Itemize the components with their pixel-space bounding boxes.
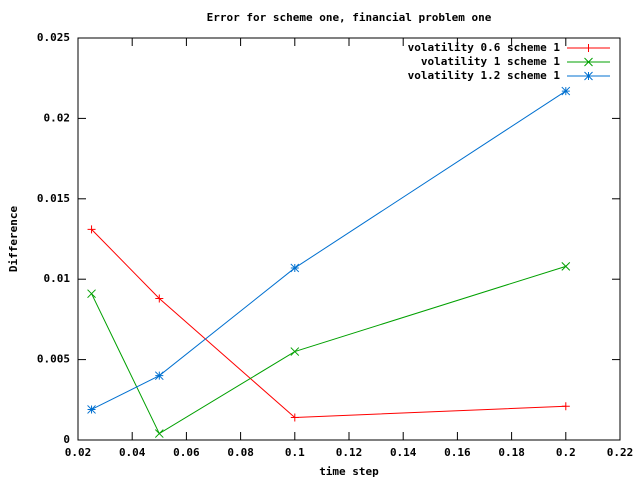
x-tick-label: 0.02 (65, 446, 92, 459)
series-line (91, 90, 567, 410)
y-tick-label: 0.01 (44, 272, 71, 285)
data-point (154, 371, 164, 381)
data-point (561, 402, 570, 411)
chart-title: Error for scheme one, financial problem … (207, 11, 492, 24)
data-point (561, 86, 571, 96)
x-tick-label: 0.12 (336, 446, 363, 459)
legend-label: volatility 1 scheme 1 (421, 55, 560, 68)
data-point (154, 429, 164, 438)
x-tick-label: 0.1 (285, 446, 305, 459)
data-point (290, 413, 299, 422)
data-point (290, 347, 300, 356)
x-tick-label: 0.04 (119, 446, 146, 459)
x-tick-label: 0.14 (390, 446, 417, 459)
legend-label: volatility 0.6 scheme 1 (408, 41, 561, 54)
data-point (87, 405, 96, 414)
y-tick-label: 0 (63, 433, 70, 446)
x-tick-label: 0.18 (498, 446, 525, 459)
y-tick-label: 0.025 (37, 31, 70, 44)
series-line (91, 265, 566, 435)
data-point (155, 294, 164, 303)
x-tick-label: 0.16 (444, 446, 471, 459)
data-point (290, 263, 300, 273)
x-tick-label: 0.08 (227, 446, 254, 459)
y-axis-label: Difference (7, 206, 20, 273)
data-point (87, 225, 96, 234)
y-tick-label: 0.02 (44, 111, 71, 124)
data-point (561, 261, 571, 271)
x-tick-label: 0.06 (173, 446, 200, 459)
x-tick-label: 0.2 (556, 446, 576, 459)
legend-marker (584, 57, 593, 67)
legend-marker (584, 71, 593, 81)
legend-label: volatility 1.2 scheme 1 (408, 69, 561, 82)
x-axis-label: time step (319, 465, 379, 478)
y-tick-label: 0.005 (37, 353, 70, 366)
series-line (91, 229, 566, 418)
x-tick-label: 0.22 (607, 446, 634, 459)
y-tick-label: 0.015 (37, 192, 70, 205)
data-point (87, 289, 96, 299)
legend-marker (584, 44, 593, 52)
